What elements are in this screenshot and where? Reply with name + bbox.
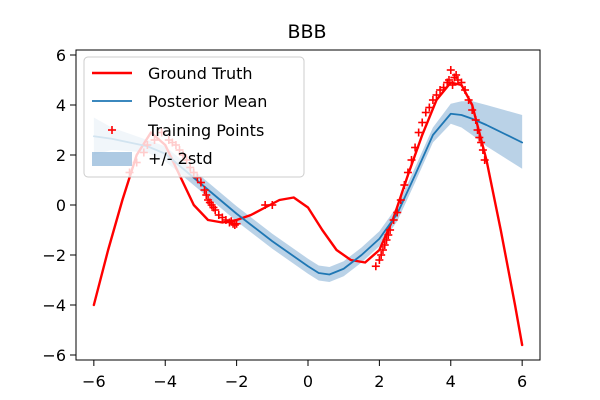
training-point [403, 168, 412, 177]
legend-posterior-mean-label: Posterior Mean [148, 92, 267, 111]
training-point [478, 146, 487, 154]
legend-band-swatch [92, 152, 132, 166]
training-point [464, 96, 473, 104]
x-tick-label: −2 [225, 372, 249, 391]
training-point [439, 83, 448, 92]
x-tick-label: 4 [446, 372, 456, 391]
training-point [468, 106, 477, 114]
training-point [230, 221, 239, 229]
x-tick-label: 0 [303, 372, 313, 391]
training-point [407, 156, 416, 164]
y-tick-label: −2 [42, 246, 66, 265]
training-point [384, 231, 393, 239]
legend-band-label: +/- 2std [148, 149, 213, 168]
training-point [393, 208, 402, 217]
training-point [261, 201, 270, 209]
training-point [425, 103, 434, 112]
training-point [421, 108, 430, 117]
legend-ground-truth-label: Ground Truth [148, 64, 253, 83]
legend: Ground Truth Posterior Mean Training Point… [83, 56, 305, 178]
training-point [400, 181, 409, 189]
training-point [196, 178, 205, 187]
training-point [446, 66, 455, 74]
training-point [211, 206, 220, 214]
y-tick-label: 0 [56, 196, 66, 215]
legend-box [83, 56, 305, 178]
x-tick-label: −4 [153, 372, 177, 391]
training-point [268, 201, 277, 209]
training-point [461, 86, 470, 94]
legend-training-points-label: Training Points [147, 121, 264, 140]
training-point [457, 78, 466, 87]
training-point [389, 216, 398, 224]
training-point [232, 219, 241, 228]
training-point [475, 133, 484, 142]
legend-layer: Ground Truth Posterior Mean Training Point… [83, 56, 305, 178]
y-tick-label: 2 [56, 146, 66, 165]
axes-layer: −6 −4 −2 0 2 4 6 −6 −4 −2 0 2 4 6 [42, 46, 541, 391]
x-tick-label: 2 [374, 372, 384, 391]
training-point [375, 256, 384, 264]
training-point [386, 226, 395, 234]
training-point [225, 218, 234, 227]
training-point [377, 251, 386, 259]
training-point [411, 143, 420, 152]
training-point [480, 156, 489, 164]
training-point [380, 241, 389, 249]
training-point [371, 262, 380, 271]
training-point [432, 91, 441, 99]
training-point [202, 191, 211, 199]
training-point [428, 96, 437, 104]
training-point [477, 138, 486, 147]
training-point [418, 118, 427, 127]
x-tick-label: 6 [517, 372, 527, 391]
training-point [382, 236, 391, 244]
training-point [471, 116, 480, 124]
training-point [452, 71, 461, 79]
y-tick-label: 4 [56, 96, 66, 115]
training-point [200, 186, 209, 194]
x-tick-label: −6 [82, 372, 106, 391]
chart-title: BBB [287, 21, 326, 43]
training-point [448, 81, 457, 89]
y-tick-label: −6 [42, 346, 66, 365]
training-point [473, 126, 482, 134]
training-point [396, 196, 405, 204]
y-tick-label: −4 [42, 296, 66, 315]
training-point [378, 246, 387, 254]
legend-training-points-swatch [108, 126, 116, 134]
y-tick-label: 6 [56, 46, 66, 65]
training-point [444, 76, 453, 84]
training-point [414, 128, 423, 137]
